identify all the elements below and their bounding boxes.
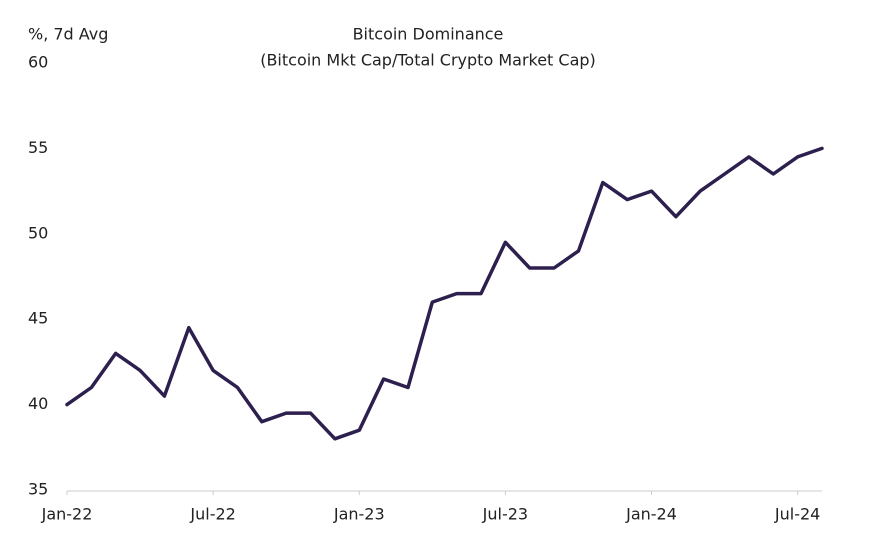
x-tick-label: Jul-24 bbox=[774, 505, 820, 524]
x-tick-label: Jul-23 bbox=[482, 505, 528, 524]
data-line bbox=[65, 146, 824, 441]
y-tick-label: 45 bbox=[28, 309, 48, 328]
y-tick-label: 40 bbox=[28, 394, 48, 413]
x-tick-label: Jan-23 bbox=[333, 505, 385, 524]
x-tick-label: Jan-22 bbox=[41, 505, 93, 524]
chart-subtitle: (Bitcoin Mkt Cap/Total Crypto Market Cap… bbox=[260, 51, 596, 70]
y-tick-label: 60 bbox=[28, 53, 48, 72]
y-tick-label: 50 bbox=[28, 223, 48, 242]
y-tick-label: 35 bbox=[28, 480, 48, 499]
y-tick-label: 55 bbox=[28, 138, 48, 157]
chart-title: Bitcoin Dominance bbox=[353, 25, 504, 44]
x-tick-label: Jan-24 bbox=[625, 505, 677, 524]
x-tick-label: Jul-22 bbox=[189, 505, 235, 524]
y-axis-label: %, 7d Avg bbox=[28, 25, 108, 44]
